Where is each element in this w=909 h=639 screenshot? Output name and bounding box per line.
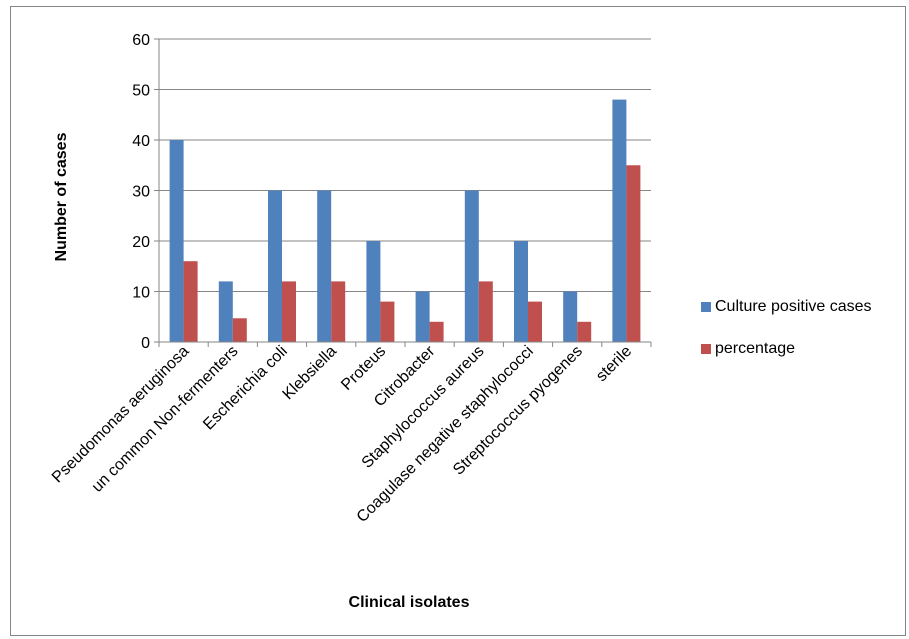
legend-label: Culture positive cases bbox=[715, 298, 872, 315]
bar-percentage bbox=[429, 321, 444, 342]
y-tick-label: 60 bbox=[132, 32, 150, 49]
bar-culture-positive bbox=[514, 241, 528, 342]
x-axis-title: Clinical isolates bbox=[349, 594, 470, 611]
bar-percentage bbox=[331, 281, 346, 342]
y-tick-label: 0 bbox=[141, 335, 150, 352]
y-tick-label: 50 bbox=[132, 83, 150, 100]
x-tick-label: sterile bbox=[593, 343, 635, 385]
x-tick-label: Klebsiella bbox=[280, 343, 341, 404]
legend-swatch-red bbox=[701, 344, 711, 354]
x-tick-label: Coagulase negative staphylococci bbox=[354, 343, 537, 526]
legend-item-culture-positive: Culture positive cases bbox=[701, 298, 872, 316]
bar-culture-positive bbox=[218, 281, 233, 342]
y-tick-label: 10 bbox=[132, 285, 150, 302]
legend-swatch-blue bbox=[701, 302, 711, 312]
bar-percentage bbox=[478, 281, 493, 342]
legend-label: percentage bbox=[715, 340, 796, 357]
bar-culture-positive bbox=[464, 190, 479, 342]
bar-percentage bbox=[183, 261, 198, 342]
y-tick-label: 40 bbox=[132, 133, 150, 150]
bar-percentage bbox=[528, 301, 542, 342]
bar-percentage bbox=[282, 281, 296, 342]
bar-culture-positive bbox=[563, 291, 578, 342]
y-tick-label: 20 bbox=[132, 234, 150, 251]
bar-percentage bbox=[380, 301, 395, 342]
bar-culture-positive bbox=[612, 99, 627, 342]
y-tick-label: 30 bbox=[132, 184, 150, 201]
bar-culture-positive bbox=[317, 190, 332, 342]
bar-percentage bbox=[577, 321, 592, 342]
bar-percentage bbox=[626, 165, 641, 342]
bar-culture-positive bbox=[268, 190, 282, 342]
chart-area: 0 10 20 30 40 50 60 Pseudomonas aeruginosa un co… bbox=[10, 6, 906, 636]
y-axis-title: Number of cases bbox=[53, 132, 70, 261]
bar-culture-positive bbox=[415, 291, 430, 342]
bars bbox=[169, 99, 641, 342]
legend-item-percentage: percentage bbox=[701, 340, 795, 358]
bar-culture-positive bbox=[366, 241, 381, 342]
bar-percentage bbox=[232, 318, 247, 342]
x-tick-label: Proteus bbox=[338, 343, 389, 394]
gridlines bbox=[159, 38, 651, 292]
x-tick-label: Escherichia coli bbox=[200, 343, 291, 434]
bar-culture-positive bbox=[169, 140, 184, 342]
